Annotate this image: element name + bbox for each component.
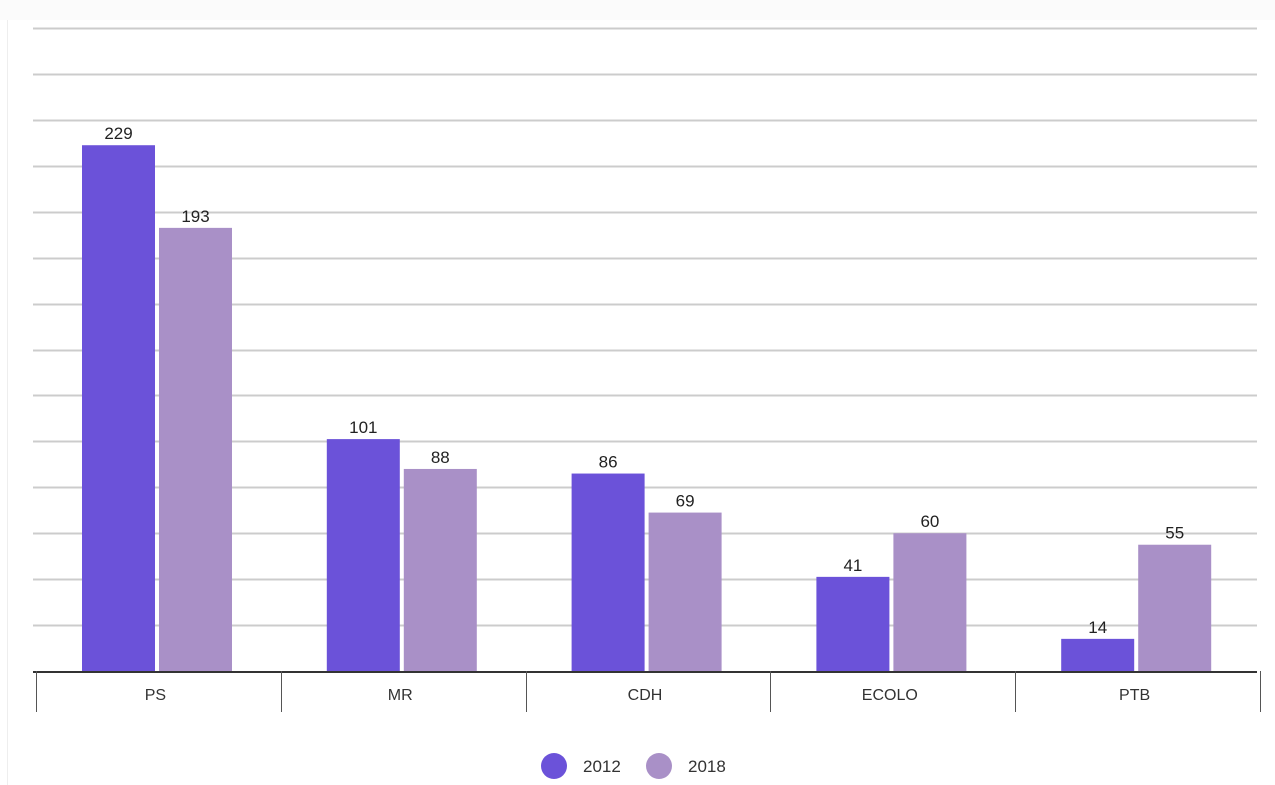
x-axis: PS MR CDH ECOLO PTB — [33, 671, 1261, 712]
legend-marker-2018[interactable] — [646, 753, 672, 779]
top-strip — [0, 0, 1275, 20]
bar-labels: 229 193 101 88 86 69 41 60 14 55 — [104, 124, 1184, 637]
x-tick-label: PTB — [1119, 687, 1150, 704]
bar-value-label: 14 — [1088, 618, 1107, 637]
bar-ecolo-2018[interactable] — [893, 533, 967, 671]
bar-value-label: 60 — [920, 512, 939, 531]
legend: 2012 2018 — [541, 753, 726, 779]
bar-value-label: 55 — [1165, 524, 1184, 543]
bar-value-label: 88 — [431, 448, 450, 467]
bars — [82, 145, 1212, 671]
bar-ecolo-2012[interactable] — [816, 576, 890, 671]
gridlines — [33, 27, 1257, 627]
left-border — [7, 20, 8, 785]
bar-value-label: 41 — [843, 556, 862, 575]
bar-cdh-2018[interactable] — [648, 512, 722, 671]
legend-marker-2012[interactable] — [541, 753, 567, 779]
bar-mr-2012[interactable] — [326, 439, 400, 671]
x-tick-label: CDH — [628, 687, 663, 704]
bar-cdh-2012[interactable] — [571, 473, 645, 671]
bar-value-label: 101 — [349, 418, 377, 437]
bar-ptb-2018[interactable] — [1138, 544, 1212, 671]
bar-value-label: 86 — [599, 453, 618, 472]
bar-value-label: 69 — [676, 492, 695, 511]
bar-value-label: 193 — [181, 207, 209, 226]
bar-ps-2018[interactable] — [159, 227, 232, 671]
x-tick-label: ECOLO — [862, 687, 918, 704]
bar-ptb-2012[interactable] — [1061, 638, 1135, 671]
bar-ps-2012[interactable] — [82, 145, 155, 671]
x-tick-label: MR — [388, 687, 413, 704]
legend-label[interactable]: 2012 — [583, 757, 621, 776]
bar-mr-2018[interactable] — [403, 468, 477, 671]
x-tick-label: PS — [145, 687, 166, 704]
bar-value-label: 229 — [104, 124, 132, 143]
legend-label[interactable]: 2018 — [688, 757, 726, 776]
